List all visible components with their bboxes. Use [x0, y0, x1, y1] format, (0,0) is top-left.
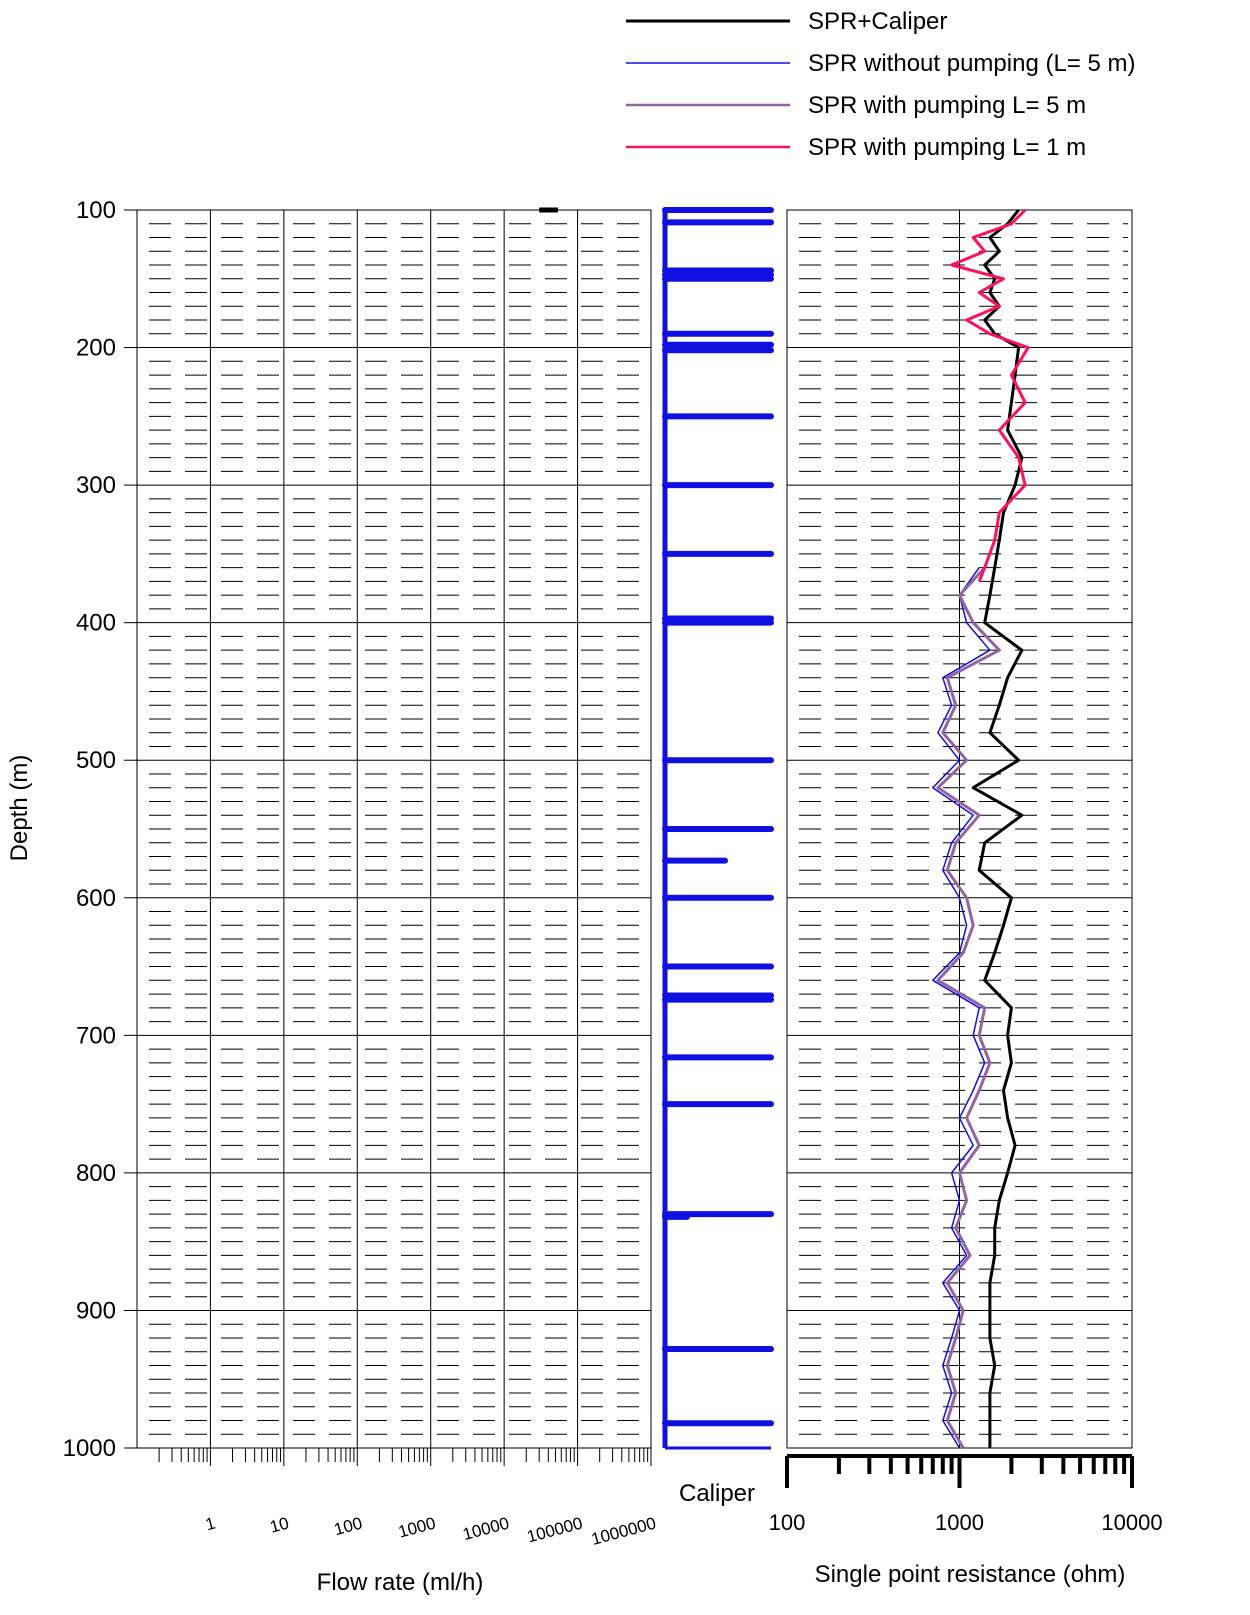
series-line [936, 566, 1001, 1449]
flow-tick-label: 10000 [461, 1514, 512, 1545]
depth-axis: 100 200 300 400 500 600 700 800 900 1000 [63, 197, 137, 1462]
resistance-tick-label: 1000 [935, 1510, 984, 1535]
resistance-axis-label: Single point resistance (ohm) [815, 1561, 1126, 1588]
legend-item: SPR+Caliper [626, 8, 947, 35]
resistance-tick-label: 100 [769, 1510, 806, 1535]
depth-tick-label: 500 [76, 747, 116, 774]
flow-tick-label: 10 [268, 1514, 291, 1537]
y-axis-label: Depth (m) [6, 755, 33, 862]
flow-tick-label: 1000 [396, 1514, 437, 1542]
legend-label: SPR+Caliper [808, 8, 947, 35]
depth-tick-label: 600 [76, 885, 116, 912]
caliper-label: Caliper [679, 1480, 755, 1507]
flow-tick-label: 100000 [525, 1514, 585, 1547]
depth-tick-label: 900 [76, 1297, 116, 1324]
legend-item: SPR with pumping L= 1 m [626, 134, 1086, 161]
depth-tick-label: 800 [76, 1160, 116, 1187]
series-line [950, 208, 1030, 582]
legend-label: SPR with pumping L= 1 m [808, 134, 1086, 161]
depth-tick-label: 300 [76, 472, 116, 499]
resistance-tick-label: 10000 [1101, 1510, 1162, 1535]
depth-tick-label: 100 [76, 197, 116, 224]
flow-tick-label: 1 [203, 1514, 217, 1535]
legend-label: SPR with pumping L= 5 m [808, 92, 1086, 119]
flow-rate-axis-label: Flow rate (ml/h) [317, 1569, 484, 1596]
depth-tick-label: 1000 [63, 1435, 116, 1462]
flow-panel-frame [136, 209, 652, 1449]
resistance-panel: 100 1000 10000 [769, 208, 1163, 1535]
flow-tick-label: 100 [332, 1514, 364, 1540]
legend: SPR+Caliper SPR without pumping (L= 5 m) S… [626, 8, 1135, 161]
caliper-panel [662, 207, 774, 1450]
depth-tick-label: 400 [76, 610, 116, 637]
depth-tick-label: 700 [76, 1022, 116, 1049]
flow-rate-panel: 1 10 100 1000 10000 100000 1000000 [136, 207, 658, 1549]
depth-tick-label: 200 [76, 335, 116, 362]
legend-item: SPR without pumping (L= 5 m) [626, 50, 1135, 77]
legend-label: SPR without pumping (L= 5 m) [808, 50, 1135, 77]
series-line [971, 209, 1024, 1448]
legend-item: SPR with pumping L= 5 m [626, 92, 1086, 119]
flow-tick-label: 1000000 [589, 1514, 658, 1549]
series-line [932, 567, 991, 1449]
